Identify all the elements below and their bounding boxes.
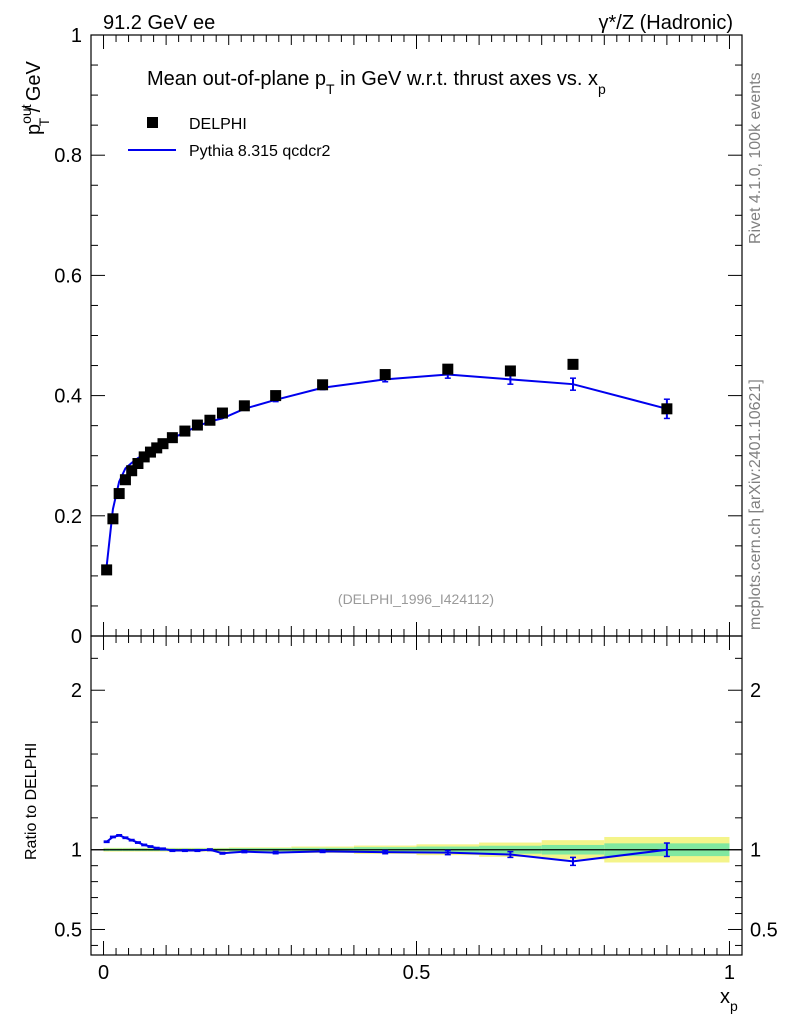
x-axis-label: xp: [720, 986, 738, 1014]
data-point: [238, 400, 250, 412]
ratio-axis-ticks: [90, 636, 742, 955]
x-tick-label: 0: [98, 962, 109, 984]
data-point: [661, 403, 673, 415]
data-point: [132, 458, 144, 470]
main-axis-ticks: [90, 34, 742, 637]
ratio-y-axis-label: Ratio to DELPHI: [23, 743, 40, 860]
ratio-y-tick-label-left: 2: [71, 680, 82, 702]
data-point: [101, 564, 113, 576]
data-point: [270, 390, 282, 402]
data-point: [317, 379, 329, 391]
data-point: [138, 451, 150, 463]
ratio-y-tick-label-right: 2: [750, 680, 761, 702]
x-tick-labels: 0 0.5 1: [98, 962, 735, 984]
data-point: [567, 358, 579, 370]
ratio-y-tick-label-right: 0.5: [750, 919, 778, 941]
data-series: [101, 358, 673, 576]
data-point: [119, 474, 131, 486]
plot-title: Mean out-of-plane pT in GeV w.r.t. thrus…: [147, 68, 606, 97]
data-point: [379, 369, 391, 381]
data-point: [113, 488, 125, 500]
ratio-y-tick-label-right: 1: [750, 840, 761, 862]
data-point: [126, 465, 138, 477]
mc-series: [105, 370, 670, 567]
data-point: [157, 438, 169, 450]
data-point: [166, 432, 178, 444]
main-y-tick-label: 0.2: [54, 506, 82, 528]
legend-data-label: DELPHI: [189, 116, 247, 133]
x-tick-label: 0.5: [403, 962, 431, 984]
header-right: γ*/Z (Hadronic): [599, 12, 733, 34]
main-y-tick-label: 0.8: [54, 145, 82, 167]
data-point: [151, 442, 163, 454]
data-point: [144, 446, 156, 458]
mcplots-label: mcplots.cern.ch [arXiv:2401.10621]: [747, 379, 764, 630]
data-point: [204, 414, 216, 426]
data-point: [216, 407, 228, 419]
main-y-tick-label: 0.6: [54, 265, 82, 287]
analysis-tag: (DELPHI_1996_I424112): [338, 591, 494, 607]
data-point: [107, 513, 119, 525]
main-y-tick-label: 0: [71, 626, 82, 648]
legend-mc-label: Pythia 8.315 qcdcr2: [189, 143, 331, 160]
main-plot-panel: 0 0.2 0.4 0.6 0.8 1 Mean out-of-plane pT in G…: [18, 25, 743, 648]
main-y-tick-labels: 0 0.2 0.4 0.6 0.8 1: [54, 25, 82, 648]
ratio-frame: [90, 635, 743, 956]
data-point: [504, 365, 516, 377]
ratio-plot-panel: 0.5 0.51 12 2 0 0.5 1 Ratio to DELPHI xp: [23, 635, 778, 1014]
ratio-mc-series: [103, 833, 670, 867]
mc-line: [105, 373, 668, 567]
data-point: [442, 363, 454, 375]
header-left: 91.2 GeV ee: [103, 12, 215, 34]
x-tick-label: 1: [724, 962, 735, 984]
ratio-y-tick-label-left: 1: [71, 840, 82, 862]
main-y-tick-label: 1: [71, 25, 82, 47]
main-y-tick-label: 0.4: [54, 386, 82, 408]
ratio-y-tick-label-left: 0.5: [54, 919, 82, 941]
data-point: [191, 419, 203, 431]
data-point: [179, 425, 191, 437]
main-y-axis-label: pout T / GeV: [18, 60, 52, 135]
legend-data-marker: [147, 117, 158, 128]
rivet-label: Rivet 4.1.0, 100k events: [747, 72, 764, 244]
ratio-y-tick-labels: 0.5 0.5 1 1 2 2: [54, 680, 778, 941]
